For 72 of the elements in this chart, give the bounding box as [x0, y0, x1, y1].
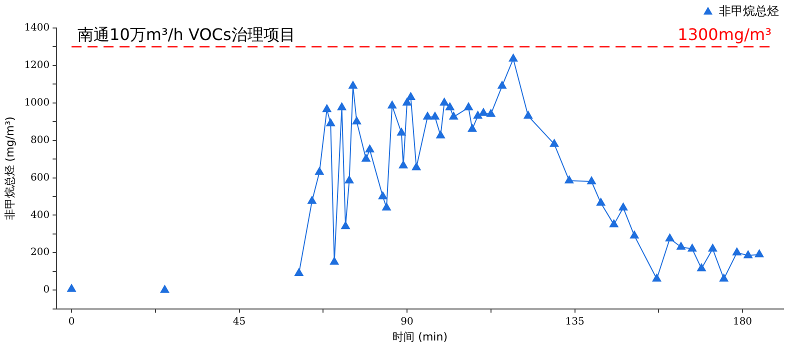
point	[732, 248, 742, 256]
point	[596, 198, 606, 206]
point	[315, 167, 324, 175]
point	[365, 144, 374, 152]
point	[326, 118, 336, 126]
y-tick-label: 1000	[24, 97, 50, 108]
point	[378, 191, 388, 200]
point	[630, 230, 639, 239]
point	[449, 112, 458, 120]
x-tick-label: 180	[732, 316, 752, 328]
y-tick-label: 1200	[24, 60, 50, 72]
point	[754, 250, 764, 258]
point	[308, 196, 316, 204]
point	[524, 110, 533, 119]
point	[498, 81, 506, 89]
point	[473, 110, 482, 119]
x-tick-label: 0	[68, 316, 75, 328]
point	[440, 98, 449, 106]
x-axis-title: 时间 (min)	[392, 330, 448, 344]
legend-label: 非甲烷总烃	[719, 4, 779, 18]
point	[352, 116, 362, 124]
point	[479, 108, 488, 116]
point	[382, 202, 391, 210]
point	[744, 250, 752, 258]
point	[160, 285, 170, 293]
y-tick-label: 600	[30, 172, 50, 184]
point	[406, 92, 416, 100]
ref-line-label: 1300mg/m³	[678, 24, 772, 44]
point	[688, 244, 697, 252]
y-tick-label: 0	[43, 284, 50, 296]
point	[67, 284, 76, 292]
point	[337, 102, 346, 110]
point	[508, 54, 518, 62]
point	[348, 81, 358, 89]
point	[697, 264, 706, 272]
point	[445, 102, 454, 110]
x-tick-label: 45	[232, 316, 246, 328]
point	[362, 154, 370, 162]
point	[430, 112, 440, 120]
point	[550, 139, 559, 147]
point	[464, 102, 473, 110]
point	[341, 221, 350, 230]
point	[587, 176, 596, 184]
y-tick-label: 200	[30, 247, 50, 258]
point	[468, 124, 477, 132]
x-tick-label: 135	[565, 316, 584, 328]
point	[665, 234, 674, 242]
point	[486, 109, 496, 117]
point	[344, 176, 354, 184]
point	[719, 274, 728, 282]
point	[397, 128, 406, 136]
point	[618, 202, 628, 210]
point	[564, 176, 574, 184]
point	[294, 268, 304, 276]
x-tick-label: 90	[400, 316, 414, 328]
point	[398, 160, 408, 168]
chart-title: 南通10万m³/h VOCs治理项目	[78, 24, 296, 44]
point	[330, 257, 339, 265]
y-axis-title: 非甲烷总烃 (mg/m³)	[3, 116, 16, 220]
y-tick-label: 800	[30, 134, 50, 146]
point	[676, 242, 686, 250]
point	[423, 112, 432, 120]
point	[708, 244, 718, 252]
point	[388, 100, 397, 108]
y-tick-label: 400	[30, 210, 50, 221]
point	[412, 162, 421, 170]
point	[436, 130, 445, 138]
point	[402, 98, 412, 106]
point	[610, 220, 618, 228]
y-tick-label: 1400	[24, 22, 50, 34]
point	[322, 104, 332, 112]
point	[652, 274, 662, 282]
